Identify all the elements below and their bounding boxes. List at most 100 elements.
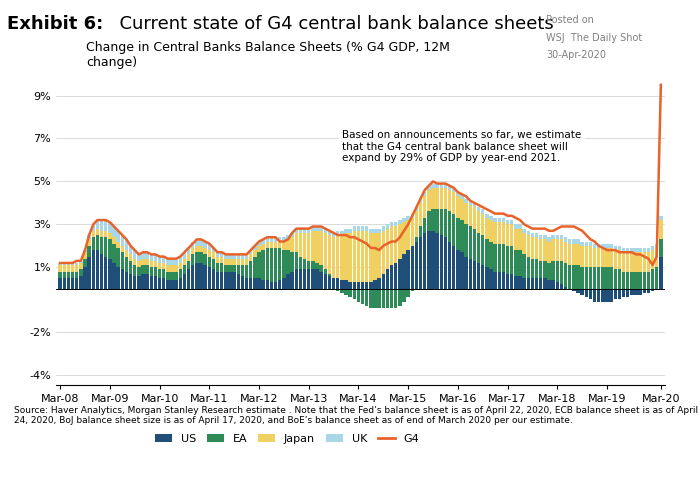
Bar [79,276,83,288]
Bar [556,261,559,282]
Bar [336,235,340,278]
Bar [116,267,120,288]
Bar [125,250,128,256]
Bar [265,280,269,288]
Bar [552,235,555,240]
Bar [249,278,253,288]
Bar [634,272,638,288]
Bar [634,252,638,272]
Bar [150,261,153,267]
Bar [295,233,298,252]
Bar [606,267,609,288]
Bar [245,259,248,265]
Bar [303,269,306,288]
Bar [494,244,497,272]
Bar [312,226,314,231]
Bar [187,261,190,269]
Bar [312,269,314,288]
Bar [100,231,103,237]
Bar [344,229,348,233]
Bar [377,229,381,233]
Bar [365,226,368,231]
Bar [547,237,551,242]
Bar [150,254,153,261]
Bar [365,282,368,288]
Bar [328,231,331,235]
Bar [477,263,480,288]
Bar [170,272,174,280]
Bar [208,250,211,256]
Bar [237,254,240,259]
Bar [270,282,273,288]
Bar [195,263,199,288]
Bar [195,246,199,252]
Bar [618,288,621,299]
Bar [129,261,132,274]
Bar [315,231,318,263]
Bar [468,205,472,226]
Bar [183,265,186,274]
Bar [265,237,269,242]
Bar [108,259,111,288]
Bar [390,265,393,288]
Bar [158,278,161,288]
Bar [502,222,505,244]
G4 [648,262,657,268]
Bar [461,194,463,199]
Bar [498,272,501,288]
Bar [232,259,236,265]
Bar [655,248,659,267]
Bar [307,269,310,288]
Bar [659,220,662,240]
Bar [369,288,372,308]
Bar [465,256,468,288]
Bar [295,229,298,233]
Bar [580,288,584,295]
Bar [262,240,265,244]
Bar [146,274,149,288]
Bar [456,197,459,218]
Bar [112,244,116,263]
Bar [270,242,273,248]
Bar [323,229,327,233]
Bar [340,288,344,293]
Bar [88,256,91,288]
Bar [415,207,418,211]
Bar [228,259,232,265]
Bar [510,274,513,288]
Bar [560,235,563,240]
Bar [638,252,642,272]
Bar [120,235,124,246]
Bar [526,235,530,256]
Bar [606,244,609,248]
Bar [365,231,368,282]
Bar [423,192,426,197]
Bar [249,250,253,254]
Bar [481,235,484,265]
Bar [647,272,650,288]
Bar [655,267,659,288]
Bar [75,278,78,288]
Bar [369,282,372,288]
Bar [626,288,629,297]
Bar [129,246,132,254]
Bar [100,254,103,288]
Bar [344,288,348,295]
G4 [56,260,64,266]
Bar [543,235,547,240]
Bar [170,265,174,272]
Bar [323,274,327,288]
Bar [643,272,646,288]
Bar [373,233,377,280]
Bar [638,288,642,295]
Bar [88,246,91,256]
Bar [319,226,323,231]
Bar [518,229,522,250]
Bar [178,278,182,288]
Bar [402,288,406,302]
Bar [448,190,452,211]
Bar [601,244,605,248]
Bar [62,263,66,265]
Bar [108,240,111,259]
Bar [448,186,452,190]
